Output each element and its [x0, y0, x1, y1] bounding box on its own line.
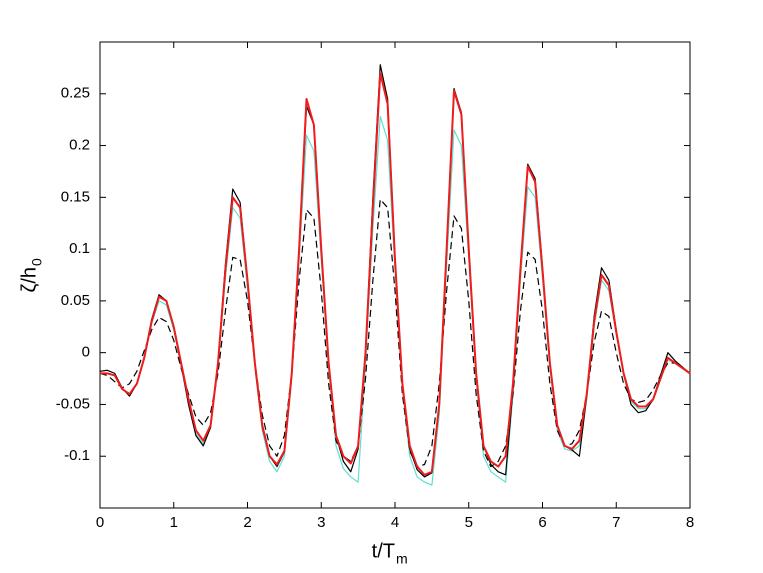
x-tick-label: 6	[538, 514, 546, 531]
x-tick-label: 4	[391, 514, 399, 531]
y-tick-label: -0.05	[56, 395, 90, 412]
y-tick-label: 0.25	[61, 85, 90, 102]
y-tick-label: 0	[82, 344, 90, 361]
y-tick-label: 0.05	[61, 292, 90, 309]
series-line	[99, 198, 691, 468]
series-line	[100, 115, 691, 486]
y-tick-label: 0.15	[61, 188, 90, 205]
x-tick-label: 0	[96, 514, 104, 531]
y-tick-label: 0.1	[69, 240, 90, 257]
x-axis-label-sub: m	[396, 551, 408, 567]
series-line	[100, 72, 691, 476]
y-axis-label-sub: 0	[29, 258, 45, 266]
x-tick-label: 5	[465, 514, 473, 531]
x-tick-label: 3	[317, 514, 325, 531]
x-tick-label: 1	[170, 514, 178, 531]
y-tick-label: -0.1	[64, 447, 90, 464]
y-tick-label: 0.2	[69, 137, 90, 154]
x-tick-label: 8	[686, 514, 694, 531]
x-axis-label: t/T	[372, 540, 395, 562]
x-tick-label: 2	[243, 514, 251, 531]
y-axis-label-group: ζ/h 0	[18, 258, 44, 293]
x-tick-label: 7	[612, 514, 620, 531]
y-axis-label: ζ/h	[18, 267, 40, 293]
